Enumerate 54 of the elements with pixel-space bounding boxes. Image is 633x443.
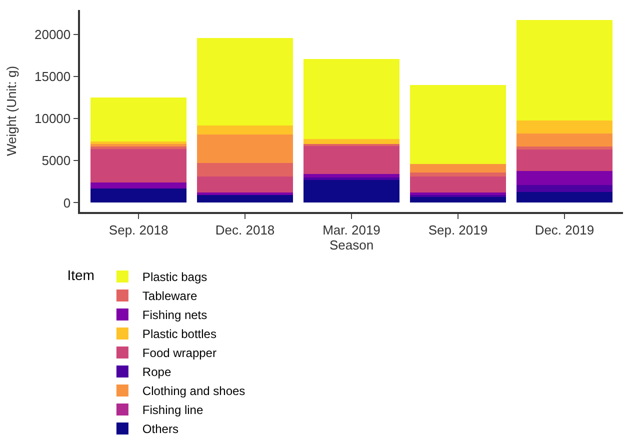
bar xyxy=(197,38,293,126)
bar xyxy=(90,146,186,149)
legend-label: Fishing line xyxy=(142,403,204,418)
bar xyxy=(90,144,186,146)
x-tick-label: Dec. 2019 xyxy=(534,222,594,238)
x-tick-label: Mar. 2019 xyxy=(322,222,380,238)
legend-label: Plastic bottles xyxy=(142,327,216,342)
y-tick-label: 10000 xyxy=(34,111,71,126)
bar xyxy=(410,172,506,177)
bar xyxy=(516,134,612,146)
legend-label: Plastic bags xyxy=(142,270,208,284)
bar xyxy=(304,58,400,139)
bar xyxy=(516,185,612,192)
x-tick-label: Sep. 2018 xyxy=(108,222,168,238)
bar xyxy=(197,192,293,196)
bar xyxy=(516,150,612,171)
bar xyxy=(410,164,506,172)
bar xyxy=(304,174,400,178)
legend-title: Item xyxy=(67,267,94,284)
y-tick-label: 5000 xyxy=(42,153,71,168)
legend-label: Clothing and shoes xyxy=(142,384,246,398)
bar xyxy=(516,170,612,186)
bar xyxy=(197,163,293,177)
y-axis-title: Weight (Unit: g) xyxy=(4,66,19,156)
legend-label: Tableware xyxy=(142,289,198,304)
bar xyxy=(516,192,612,203)
legend-label: Fishing nets xyxy=(142,308,208,322)
x-tick-label: Sep. 2019 xyxy=(428,222,488,238)
x-tick-label: Dec. 2018 xyxy=(215,222,275,238)
bar xyxy=(410,84,506,164)
bar xyxy=(90,148,186,183)
y-tick-label: 15000 xyxy=(34,69,71,84)
bar xyxy=(90,141,186,144)
legend-label: Rope xyxy=(142,365,172,380)
legend-label: Others xyxy=(142,422,178,436)
bar xyxy=(304,180,400,203)
bar xyxy=(516,120,612,134)
bar xyxy=(90,98,186,142)
bar xyxy=(410,196,506,203)
bar xyxy=(516,20,612,120)
bar xyxy=(197,134,293,164)
y-tick-label: 20000 xyxy=(34,26,71,42)
bar xyxy=(304,138,400,144)
bar xyxy=(410,176,506,193)
legend-label: Food wrapper xyxy=(142,346,216,360)
bar xyxy=(304,146,400,174)
x-axis-title: Season xyxy=(329,237,374,252)
bar xyxy=(197,176,293,193)
bar xyxy=(197,195,293,203)
bar xyxy=(304,177,400,180)
bar xyxy=(90,182,186,188)
bar xyxy=(197,125,293,135)
bar xyxy=(90,188,186,203)
y-tick-label: 0 xyxy=(63,195,71,210)
